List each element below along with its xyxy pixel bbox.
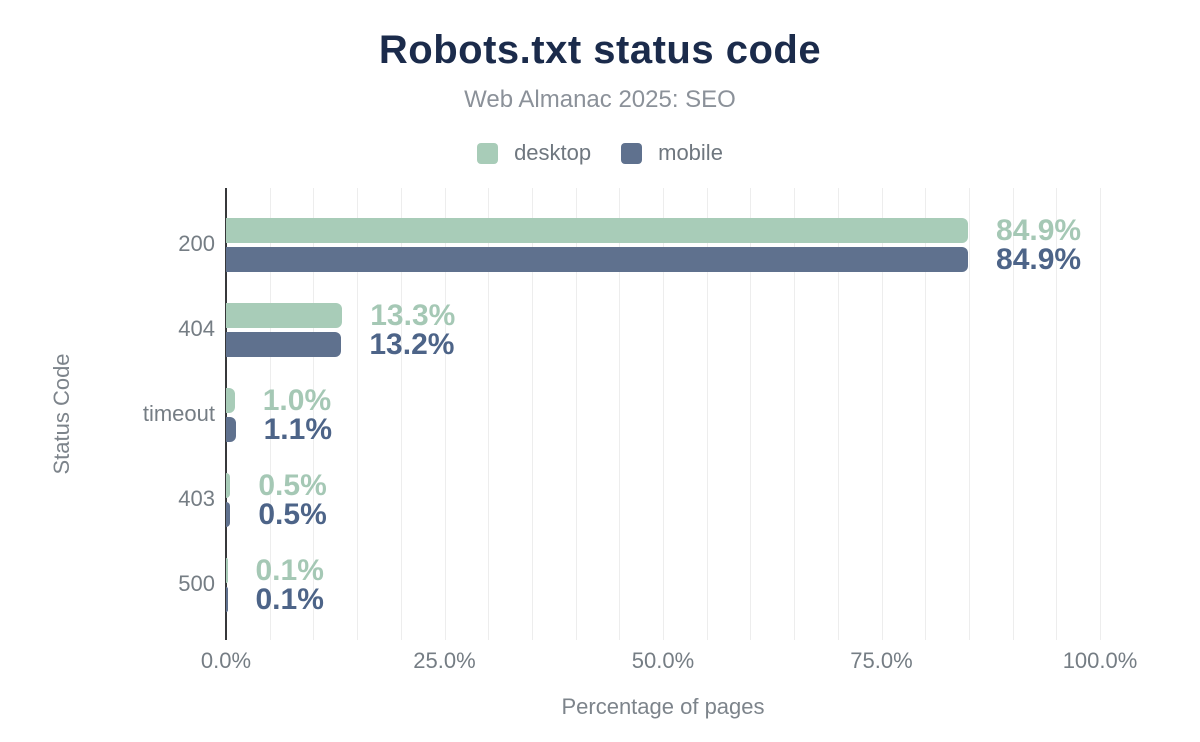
bar-desktop-500 [226,558,228,583]
value-label-mobile-500: 0.1% [255,582,324,616]
x-tick-label-75.0%: 75.0% [850,648,913,673]
value-label-mobile-timeout: 1.1% [263,412,332,446]
legend-item-desktop[interactable]: desktop [477,140,591,166]
value-label-desktop-404: 13.3% [370,298,456,332]
gridline-50pct [663,188,664,640]
y-axis-title: Status Code [49,353,74,475]
legend-label-desktop: desktop [514,140,592,165]
gridline-25pct [444,188,446,640]
gridline-15pct [357,188,359,640]
mobile-series-swatch-icon [621,142,643,164]
y-axis-line [225,188,227,640]
bar-desktop-timeout [226,388,235,413]
value-label-mobile-403: 0.5% [258,497,327,531]
value-label-desktop-200: 84.9% [996,213,1082,247]
bar-desktop-403 [226,473,231,498]
value-label-desktop-500: 0.1% [255,553,324,587]
legend-label-mobile: mobile [658,140,723,165]
gridline-95pct [1056,188,1058,640]
y-tick-label-timeout: timeout [142,401,215,426]
bar-mobile-403 [226,502,231,527]
gridline-30pct [488,188,490,640]
value-label-mobile-200: 84.9% [996,242,1082,276]
gridline-65pct [794,188,796,640]
gridline-85pct [968,188,970,640]
gridline-75pct [881,188,883,640]
gridline-90pct [1012,188,1014,640]
value-label-desktop-timeout: 1.0% [262,383,332,417]
bar-desktop-404 [226,303,343,328]
gridline-5pct [269,188,271,640]
bar-desktop-200 [226,218,969,243]
x-tick-label-50.0%: 50.0% [631,648,695,673]
chart-subtitle: Web Almanac 2025: SEO [464,86,736,113]
gridline-70pct [837,188,839,640]
value-label-desktop-403: 0.5% [258,468,327,502]
gridline-80pct [925,188,927,640]
legend-item-mobile[interactable]: mobile [621,140,723,166]
gridline-60pct [750,188,752,640]
bar-mobile-timeout [226,417,236,442]
gridline-100pct [1100,188,1101,640]
gridline-40pct [575,188,577,640]
legend: desktop mobile [0,140,1200,166]
bar-mobile-404 [226,332,342,357]
y-tick-label-404: 404 [178,316,215,341]
gridline-20pct [400,188,402,640]
x-axis-title: Percentage of pages [561,694,765,719]
gridline-10pct [313,188,315,640]
x-tick-label-25.0%: 25.0% [413,648,476,673]
gridline-45pct [619,188,621,640]
y-tick-label-403: 403 [178,486,215,511]
chart-title: Robots.txt status code [378,28,822,72]
y-tick-label-200: 200 [178,231,215,256]
y-tick-label-500: 500 [178,571,215,596]
value-label-mobile-404: 13.2% [369,327,455,361]
gridline-35pct [531,188,533,640]
x-tick-label-0.0%: 0.0% [200,648,252,673]
desktop-series-swatch-icon [477,142,499,164]
bar-mobile-200 [226,247,969,272]
gridline-55pct [706,188,708,640]
x-tick-label-100.0%: 100.0% [1062,648,1138,673]
bar-mobile-500 [226,587,228,612]
